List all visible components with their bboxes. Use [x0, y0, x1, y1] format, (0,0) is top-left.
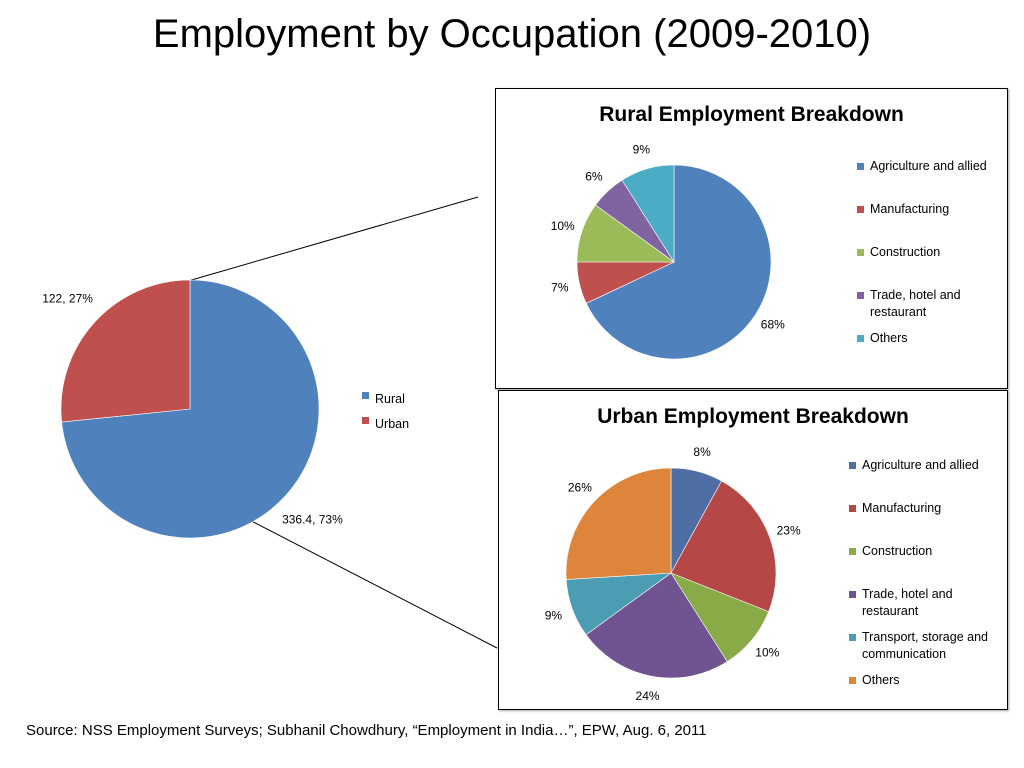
rural-legend-swatch [857, 206, 864, 213]
urban-data-label-manufacturing: 23% [777, 524, 801, 538]
rural-legend-swatch [857, 249, 864, 256]
rural-data-label-agriculture-and-allied: 68% [761, 318, 785, 332]
main-legend-item-urban: Urban [362, 412, 409, 437]
connector-line-top [187, 196, 479, 282]
main-legend-swatch [362, 417, 369, 424]
urban-legend-item-agriculture-and-allied: Agriculture and allied [849, 457, 1007, 474]
main-legend: Rural Urban [362, 387, 409, 437]
urban-legend-label: Manufacturing [862, 501, 942, 515]
urban-pie-chart: 8% 23% 10% 24% 9% 26% [545, 445, 801, 703]
page-title: Employment by Occupation (2009-2010) [152, 12, 872, 56]
main-data-label-urban: 122, 27% [42, 291, 93, 305]
main-slice-urban [60, 279, 191, 423]
rural-data-label-construction: 10% [551, 219, 575, 233]
rural-data-label-manufacturing: 7% [551, 281, 569, 295]
main-pie-chart: 336.4, 73% 122, 27% [42, 279, 343, 539]
urban-legend-swatch [849, 505, 856, 512]
urban-legend-label: Construction [862, 544, 933, 558]
main-legend-swatch [362, 392, 369, 399]
rural-legend-label: Trade, hotel and restaurant [870, 288, 961, 319]
rural-legend-label: Agriculture and allied [870, 159, 987, 173]
urban-data-label-construction: 10% [755, 646, 779, 660]
urban-legend-swatch [849, 591, 856, 598]
urban-data-label-trade-hotel-and-restaurant: 24% [636, 689, 660, 703]
main-legend-label: Rural [375, 392, 405, 406]
urban-chart-title: Urban Employment Breakdown [597, 405, 909, 428]
urban-legend-swatch [849, 634, 856, 641]
rural-pie-chart: 68% 7% 10% 6% 9% [551, 143, 785, 360]
urban-legend: Agriculture and allied Manufacturing Const… [849, 457, 1007, 689]
urban-chart-panel: Urban Employment Breakdown 8% 23% 10% 24% 9%… [498, 390, 1008, 710]
main-legend-item-rural: Rural [362, 387, 409, 412]
urban-slice-others [565, 467, 672, 580]
rural-data-label-trade-hotel-and-restaurant: 6% [585, 170, 603, 184]
rural-legend-item-manufacturing: Manufacturing [857, 201, 1007, 218]
urban-legend-swatch [849, 548, 856, 555]
rural-slice-others [621, 164, 675, 264]
rural-legend-item-construction: Construction [857, 244, 1007, 261]
urban-data-label-transport-storage-and-communication: 9% [545, 608, 563, 622]
rural-legend: Agriculture and allied Manufacturing Const… [857, 158, 1007, 347]
urban-legend-item-manufacturing: Manufacturing [849, 500, 1007, 517]
urban-data-label-agriculture-and-allied: 8% [693, 445, 711, 459]
main-legend-label: Urban [375, 417, 410, 431]
rural-legend-label: Others [870, 331, 908, 345]
urban-legend-swatch [849, 677, 856, 684]
main-data-label-rural: 336.4, 73% [282, 513, 343, 527]
urban-legend-item-construction: Construction [849, 543, 1007, 560]
rural-legend-item-others: Others [857, 330, 1007, 347]
urban-legend-label: Agriculture and allied [862, 458, 979, 472]
rural-data-label-others: 9% [633, 143, 651, 157]
rural-legend-label: Manufacturing [870, 202, 950, 216]
urban-legend-item-trade-hotel-and-restaurant: Trade, hotel and restaurant [849, 586, 1007, 620]
rural-legend-label: Construction [870, 245, 941, 259]
urban-legend-label: Trade, hotel and restaurant [862, 587, 953, 618]
urban-legend-item-transport-storage-and-communication: Transport, storage and communication [849, 629, 1007, 663]
rural-slice-agriculture-and-allied [585, 164, 772, 360]
rural-legend-item-trade-hotel-and-restaurant: Trade, hotel and restaurant [857, 287, 1007, 321]
urban-legend-label: Transport, storage and communication [862, 630, 988, 661]
rural-legend-swatch [857, 163, 864, 170]
urban-legend-label: Others [862, 673, 900, 687]
rural-legend-swatch [857, 292, 864, 299]
rural-chart-panel: Rural Employment Breakdown 68% 7% 10% 6% 9% … [495, 88, 1008, 389]
rural-chart-title: Rural Employment Breakdown [599, 103, 904, 126]
rural-legend-swatch [857, 335, 864, 342]
urban-legend-swatch [849, 462, 856, 469]
urban-slice-trade-hotel-and-restaurant [585, 572, 728, 679]
urban-data-label-others: 26% [568, 480, 592, 494]
urban-slice-manufacturing [670, 480, 777, 613]
source-note: Source: NSS Employment Surveys; Subhanil… [26, 722, 707, 739]
urban-legend-item-others: Others [849, 672, 1007, 689]
rural-legend-item-agriculture-and-allied: Agriculture and allied [857, 158, 1007, 175]
